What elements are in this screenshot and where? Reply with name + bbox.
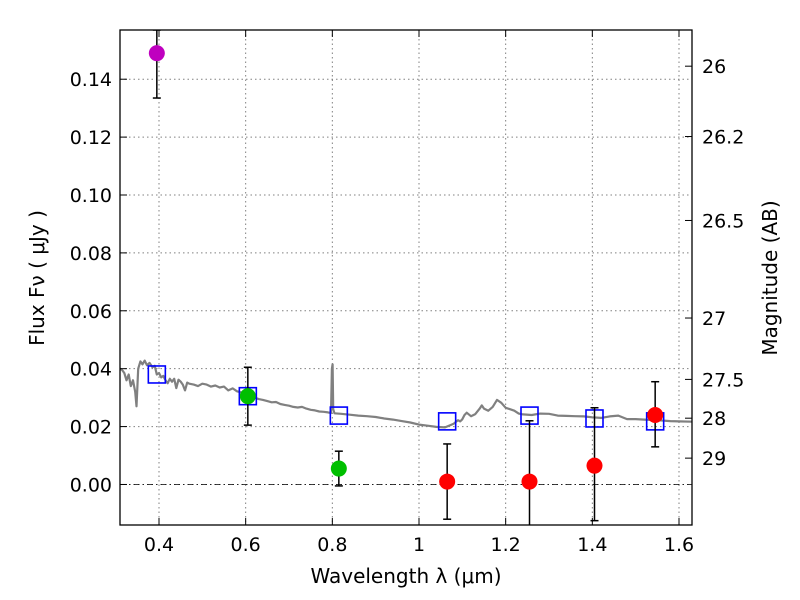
data-point bbox=[239, 388, 256, 405]
photometry-point bbox=[330, 450, 347, 487]
photometry-point bbox=[521, 420, 538, 525]
grid bbox=[120, 30, 692, 525]
data-point bbox=[330, 460, 347, 477]
photometry-point bbox=[239, 366, 256, 426]
right-tick-label: 26.5 bbox=[702, 210, 744, 232]
axis-ticks: 0.4 0.6 0.8 1 1.2 1.4 1.6 0.00 0.02 0.04 0.06 0.08 0… bbox=[70, 30, 744, 556]
right-tick-label: 28 bbox=[702, 408, 726, 430]
x-tick-label: 1.2 bbox=[491, 534, 521, 556]
data-point bbox=[586, 457, 603, 474]
y-tick-label: 0.00 bbox=[70, 474, 112, 496]
y-tick-label: 0.04 bbox=[70, 359, 112, 381]
photometry-point bbox=[148, 30, 165, 99]
plot-area bbox=[120, 30, 692, 525]
data-point bbox=[521, 473, 538, 490]
plot-background bbox=[120, 30, 692, 525]
y-axis-label: Flux Fν ( μJy ) bbox=[25, 210, 49, 346]
x-tick-label: 0.4 bbox=[144, 534, 174, 556]
y-tick-label: 0.10 bbox=[70, 185, 112, 207]
right-tick-label: 26 bbox=[702, 56, 726, 78]
x-axis-label: Wavelength λ (μm) bbox=[310, 564, 501, 588]
right-tick-label: 26.2 bbox=[702, 127, 744, 149]
model-band-flux-marker bbox=[147, 365, 167, 384]
model-band-flux-marker bbox=[437, 412, 457, 431]
x-tick-label: 1.4 bbox=[577, 534, 607, 556]
model-sed-line bbox=[120, 359, 692, 429]
x-tick-label: 1.6 bbox=[664, 534, 694, 556]
y-tick-label: 0.06 bbox=[70, 301, 112, 323]
right-tick-label: 29 bbox=[702, 448, 726, 470]
y-tick-label: 0.12 bbox=[70, 127, 112, 149]
photometry-point bbox=[647, 380, 664, 448]
model-band-flux-marker bbox=[329, 406, 349, 425]
y-tick-label: 0.14 bbox=[70, 69, 112, 91]
x-tick-label: 1 bbox=[413, 534, 425, 556]
plot-frame bbox=[119, 29, 693, 526]
photometry-point bbox=[439, 443, 456, 520]
data-point bbox=[439, 473, 456, 490]
data-point bbox=[647, 407, 664, 423]
right-tick-label: 27 bbox=[702, 308, 726, 330]
x-tick-label: 0.8 bbox=[317, 534, 347, 556]
data-point bbox=[148, 45, 165, 62]
y-tick-label: 0.08 bbox=[70, 243, 112, 265]
y-tick-label: 0.02 bbox=[70, 417, 112, 439]
right-axis-label: Magnitude (AB) bbox=[758, 200, 782, 355]
right-tick-label: 27.5 bbox=[702, 369, 744, 391]
x-tick-label: 0.6 bbox=[231, 534, 261, 556]
